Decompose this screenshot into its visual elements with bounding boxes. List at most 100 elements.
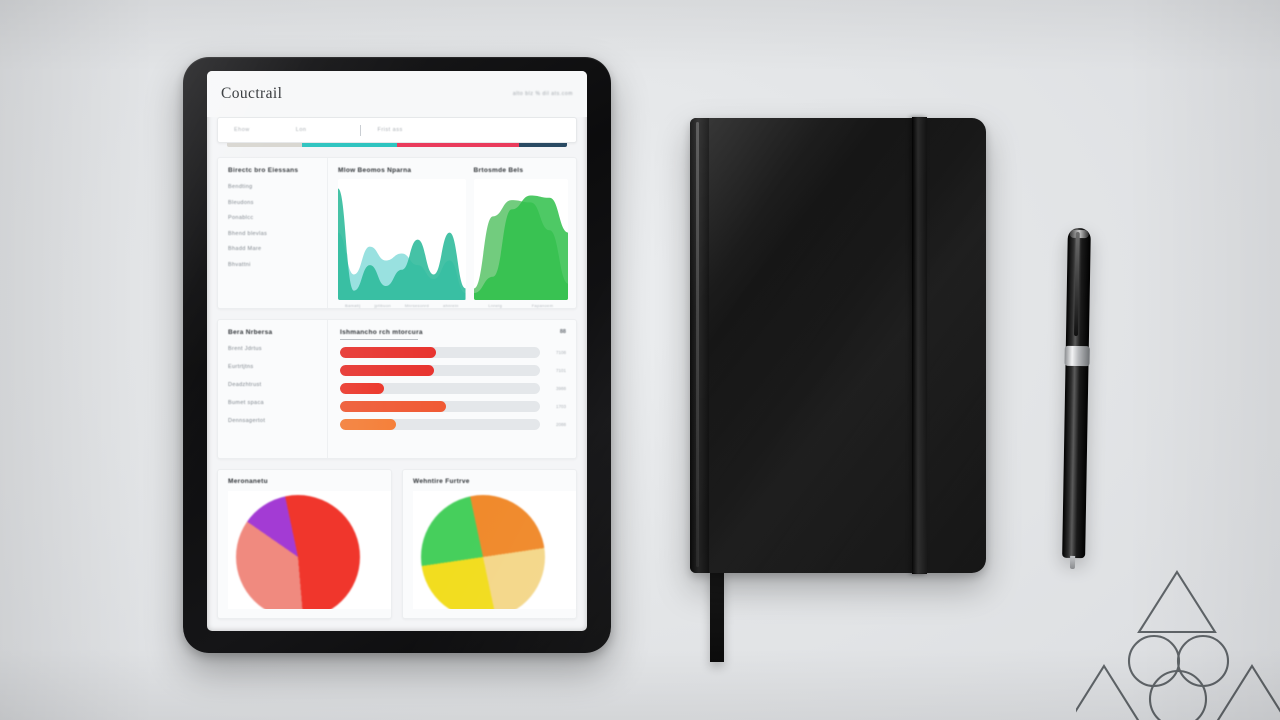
bars-list-item[interactable]: Bumet spaca bbox=[228, 400, 264, 406]
bars-list-heading: Bera Nrbersa bbox=[228, 329, 273, 336]
bar-fill bbox=[340, 347, 436, 358]
metrics-list-item[interactable]: Bhadd Mare bbox=[228, 246, 262, 252]
metrics-list-heading: Birectc bro Eiessans bbox=[228, 167, 299, 174]
notebook-ribbon-bookmark bbox=[710, 570, 724, 662]
bars-badge: 88 bbox=[559, 329, 566, 335]
axis-tick-label: jptibuon bbox=[374, 303, 391, 308]
bar-row[interactable]: 2088 bbox=[340, 419, 566, 430]
bar-row[interactable]: 3988 bbox=[340, 383, 566, 394]
notebook-spine bbox=[690, 118, 709, 573]
axis-tick-label: Mnrsesonrd bbox=[404, 303, 430, 308]
circle-icon bbox=[1148, 669, 1208, 720]
toolbar-item-0[interactable]: Ehow bbox=[234, 127, 250, 133]
area-chart-block: Mlow Beomos Nparna Bamatij jptibuon Mnrses… bbox=[338, 167, 466, 308]
notebook bbox=[690, 117, 986, 574]
bars-chart-title: Ishmancho rch mtorcura bbox=[340, 329, 423, 336]
bars-panel: Bera Nrbersa Brent Jdrtus Eurtrtjtns Dea… bbox=[217, 319, 577, 459]
notebook-spine-highlight bbox=[696, 122, 699, 567]
charts-area: Mlow Beomos Nparna Bamatij jptibuon Mnrses… bbox=[328, 158, 576, 308]
triangle-icon bbox=[1216, 664, 1280, 720]
circle-icon bbox=[1176, 634, 1230, 688]
metrics-list-item[interactable]: Bleudons bbox=[228, 199, 254, 206]
metrics-list-item[interactable]: Bendting bbox=[228, 184, 253, 190]
triangle-icon bbox=[1076, 664, 1140, 720]
green-chart-axis: Lnneig Fapanoem bbox=[474, 300, 568, 308]
pies-row: Meronanetu Wehntire Furtrve bbox=[217, 469, 577, 619]
metrics-list: Birectc bro Eiessans Bendting Bleudons P… bbox=[218, 158, 328, 308]
page-title: Couctrail bbox=[221, 85, 283, 102]
accent-segment-teal bbox=[301, 143, 397, 147]
tablet-device: Couctrail alto blz % dil ats.com Ehow Lo… bbox=[183, 57, 611, 653]
area-chart-axis: Bamatij jptibuon Mnrsesonrd ahnrein bbox=[338, 300, 466, 308]
tablet-screen[interactable]: Couctrail alto blz % dil ats.com Ehow Lo… bbox=[207, 71, 587, 631]
toolbar-accent-rule bbox=[227, 143, 567, 147]
bars-list-item[interactable]: Brent Jdrtus bbox=[228, 346, 262, 352]
pie-right-panel: Wehntire Furtrve bbox=[402, 469, 577, 619]
bar-fill bbox=[340, 419, 396, 430]
pie-right-canvas[interactable] bbox=[413, 491, 576, 609]
bar-track bbox=[340, 383, 540, 394]
bar-fill bbox=[340, 365, 434, 376]
pie-right-disc bbox=[421, 495, 545, 609]
pie-left-disc bbox=[236, 495, 360, 609]
bar-value-label: 1703 bbox=[555, 404, 566, 409]
axis-tick-label: Fapanoem bbox=[531, 303, 554, 308]
pen bbox=[1059, 227, 1094, 569]
toolbar[interactable]: Ehow Lon Frist ass bbox=[217, 117, 577, 143]
pie-left-title: Meronanetu bbox=[228, 478, 268, 485]
bar-value-label: 2088 bbox=[555, 422, 566, 427]
dashboard-app: Couctrail alto blz % dil ats.com Ehow Lo… bbox=[207, 71, 587, 631]
bars-title-underline bbox=[340, 339, 418, 340]
bars-header-row: Ishmancho rch mtorcura 88 bbox=[340, 329, 566, 340]
axis-tick-label: ahnrein bbox=[443, 303, 459, 308]
bars-list-item[interactable]: Eurtrtjtns bbox=[228, 364, 254, 370]
pie-right-title: Wehntire Furtrve bbox=[413, 478, 470, 485]
notebook-elastic-band bbox=[912, 117, 927, 574]
bars-category-list: Bera Nrbersa Brent Jdrtus Eurtrtjtns Dea… bbox=[218, 320, 328, 458]
green-chart-block: Brtosmde Bels Lnneig Fapanoem bbox=[473, 167, 568, 308]
metrics-list-item[interactable]: Ponablcc bbox=[228, 215, 254, 221]
bars-list-item[interactable]: Dennsagertot bbox=[228, 418, 266, 424]
bars-list-item[interactable]: Deadzhtrust bbox=[228, 382, 262, 388]
metrics-list-item[interactable]: Bhvattni bbox=[228, 261, 251, 268]
toolbar-item-2[interactable]: Frist ass bbox=[377, 127, 403, 133]
green-chart-svg bbox=[473, 195, 568, 300]
bar-row[interactable]: 7101 bbox=[340, 365, 566, 376]
bars-title-group: Ishmancho rch mtorcura bbox=[340, 329, 423, 340]
toolbar-item-1[interactable]: Lon bbox=[295, 127, 307, 133]
accent-segment-crimson bbox=[396, 143, 520, 147]
area-chart-svg bbox=[338, 188, 466, 300]
area-chart-title: Mlow Beomos Nparna bbox=[338, 167, 412, 174]
area-chart-canvas[interactable] bbox=[338, 179, 466, 300]
toolbar-wrapper: Ehow Lon Frist ass bbox=[207, 117, 587, 147]
pie-left-canvas[interactable] bbox=[228, 491, 391, 609]
bar-track bbox=[340, 365, 540, 376]
accent-segment-navy bbox=[519, 143, 567, 147]
bar-row[interactable]: 7108 bbox=[340, 347, 566, 358]
bar-track bbox=[340, 401, 540, 412]
bar-value-label: 3988 bbox=[555, 386, 566, 391]
notebook-sheen bbox=[690, 118, 986, 573]
header-meta-text: alto blz % dil ats.com bbox=[512, 91, 573, 97]
bar-rows: 7108 7101 3988 1703 2088 bbox=[340, 347, 566, 430]
metrics-list-item[interactable]: Bhend blevlas bbox=[228, 230, 268, 237]
pen-tip bbox=[1069, 555, 1076, 569]
triangle-icon bbox=[1137, 570, 1217, 634]
pen-metal-ring bbox=[1064, 345, 1090, 367]
bar-value-label: 7108 bbox=[555, 350, 566, 355]
pie-left-panel: Meronanetu bbox=[217, 469, 392, 619]
accent-segment-neutral bbox=[227, 143, 302, 147]
bar-track bbox=[340, 347, 540, 358]
line-art-shapes bbox=[1076, 570, 1280, 720]
circle-icon bbox=[1127, 634, 1181, 688]
bar-row[interactable]: 1703 bbox=[340, 401, 566, 412]
axis-tick-label: Lnneig bbox=[488, 303, 503, 308]
bar-track bbox=[340, 419, 540, 430]
toolbar-separator bbox=[360, 124, 362, 136]
bar-value-label: 7101 bbox=[555, 368, 566, 373]
overview-panel: Birectc bro Eiessans Bendting Bleudons P… bbox=[217, 157, 577, 309]
green-chart-canvas[interactable] bbox=[473, 179, 568, 300]
bars-chart: Ishmancho rch mtorcura 88 7108 7101 3988 17… bbox=[328, 320, 576, 458]
bar-fill bbox=[340, 401, 446, 412]
